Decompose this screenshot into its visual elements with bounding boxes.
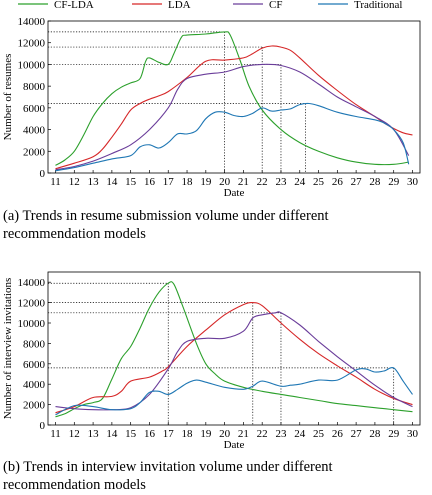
x-tick-label-28: 28 <box>369 428 381 440</box>
y-tick-label-10000: 10000 <box>18 318 46 330</box>
x-tick-label-24: 24 <box>294 176 306 188</box>
y-tick-label-4000: 4000 <box>23 379 46 391</box>
y-tick-label-4000: 4000 <box>23 125 46 137</box>
x-tick-label-26: 26 <box>332 176 344 188</box>
x-axis-label: Date <box>224 187 245 199</box>
x-tick-label-23: 23 <box>275 176 287 188</box>
x-tick-label-30: 30 <box>407 428 419 440</box>
x-tick-label-17: 17 <box>163 176 175 188</box>
caption-b: (b) Trends in interview invitation volum… <box>3 459 333 493</box>
x-tick-label-28: 28 <box>369 176 381 188</box>
y-tick-label-12000: 12000 <box>18 298 46 310</box>
x-tick-label-15: 15 <box>125 428 137 440</box>
y-tick-label-2000: 2000 <box>23 146 46 158</box>
x-tick-label-12: 12 <box>69 428 80 440</box>
x-tick-label-18: 18 <box>182 176 194 188</box>
x-tick-label-15: 15 <box>125 176 137 188</box>
x-tick-label-16: 16 <box>144 176 156 188</box>
series-line-traditional <box>55 102 410 172</box>
plot-frame <box>47 271 421 426</box>
x-tick-label-21: 21 <box>238 176 249 188</box>
x-tick-label-27: 27 <box>351 428 363 440</box>
x-tick-label-14: 14 <box>106 176 118 188</box>
series-line-lda <box>55 45 413 170</box>
x-tick-label-22: 22 <box>257 176 268 188</box>
y-tick-label-2000: 2000 <box>23 400 46 412</box>
y-tick-label-8000: 8000 <box>23 338 46 350</box>
chart-resumes: 11 12 13 14 15 16 17 18 19 20 21 22 23 24 25 26 27 28 29 30… <box>2 16 421 199</box>
x-tick-label-11: 11 <box>50 176 61 188</box>
x-tick-label-19: 19 <box>200 176 212 188</box>
y-tick-label-14000: 14000 <box>18 16 46 28</box>
x-tick-label-21: 21 <box>238 428 249 440</box>
y-tick-label-0: 0 <box>40 420 46 432</box>
series-line-lda <box>55 301 413 414</box>
y-tick-label-14000: 14000 <box>18 277 46 289</box>
series-line-cf <box>55 311 413 411</box>
series-line-cf-lda <box>55 31 409 166</box>
y-tick-label-0: 0 <box>40 168 46 180</box>
plot-frame <box>47 20 421 174</box>
y-axis-label: Number of interview invitations <box>2 278 14 419</box>
series-line-cf-lda <box>55 281 413 418</box>
x-tick-label-25: 25 <box>313 428 325 440</box>
chart-interviews: 11 12 13 14 15 16 17 18 19 20 21 22 23 24 25 26 27 28 29 30… <box>2 271 421 451</box>
series-line-cf <box>55 63 410 171</box>
x-tick-label-26: 26 <box>332 428 344 440</box>
x-tick-label-13: 13 <box>88 176 100 188</box>
x-tick-label-24: 24 <box>294 428 306 440</box>
x-tick-label-17: 17 <box>163 428 175 440</box>
x-tick-label-20: 20 <box>219 176 231 188</box>
x-axis-label: Date <box>224 439 245 451</box>
y-tick-label-6000: 6000 <box>23 103 46 115</box>
legend: CF-LDA LDA CF Traditional <box>18 0 403 11</box>
caption-a: (a) Trends in resume submission volume u… <box>3 208 329 242</box>
x-tick-label-23: 23 <box>275 428 287 440</box>
y-tick-label-10000: 10000 <box>18 59 46 71</box>
x-tick-label-29: 29 <box>388 428 400 440</box>
y-tick-label-8000: 8000 <box>23 81 46 93</box>
y-tick-label-12000: 12000 <box>18 38 46 50</box>
x-tick-label-27: 27 <box>351 176 363 188</box>
y-axis-label: Number of resumes <box>2 54 14 141</box>
y-tick-label-6000: 6000 <box>23 359 46 371</box>
x-tick-label-20: 20 <box>219 428 231 440</box>
x-tick-label-12: 12 <box>69 176 80 188</box>
series-line-traditional <box>55 366 413 416</box>
x-tick-label-18: 18 <box>182 428 194 440</box>
x-tick-label-14: 14 <box>106 428 118 440</box>
x-tick-label-25: 25 <box>313 176 325 188</box>
x-tick-label-29: 29 <box>388 176 400 188</box>
x-tick-label-22: 22 <box>257 428 268 440</box>
x-tick-label-13: 13 <box>88 428 100 440</box>
x-tick-label-30: 30 <box>407 176 419 188</box>
legend-label-3: Traditional <box>354 0 403 11</box>
x-tick-label-19: 19 <box>200 428 212 440</box>
x-tick-label-11: 11 <box>50 428 61 440</box>
legend-label-0: CF-LDA <box>54 0 94 11</box>
legend-label-1: LDA <box>168 0 191 11</box>
x-tick-label-16: 16 <box>144 428 156 440</box>
legend-label-2: CF <box>269 0 282 11</box>
